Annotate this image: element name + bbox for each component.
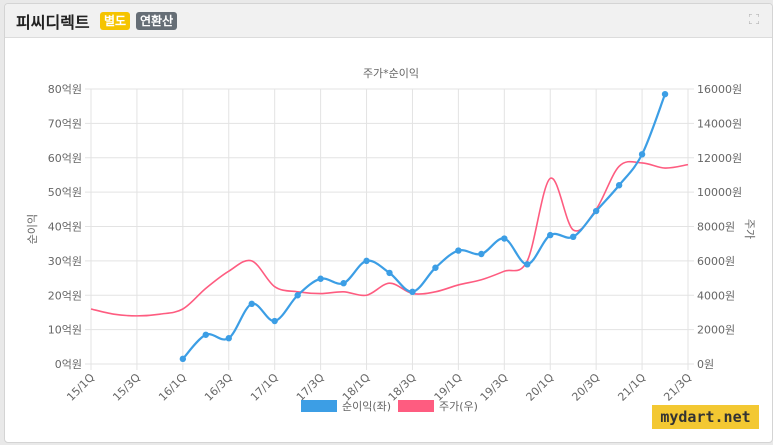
legend-label: 주가(우) (439, 400, 478, 413)
grid (85, 88, 694, 370)
x-tick-label: 15/1Q (64, 371, 97, 404)
profit-point (271, 317, 278, 325)
y-tick-left: 0억원 (55, 358, 82, 371)
profit-point (202, 331, 210, 338)
chart-panel: 피씨디렉트 별도 연환산 주가*순이익 0억원 10억원 20억원 30억원 40억원 5… (4, 3, 773, 443)
panel-header: 피씨디렉트 별도 연환산 (5, 4, 772, 38)
profit-point (455, 247, 462, 254)
y-tick-left: 30억원 (48, 255, 82, 268)
x-tick-label: 21/3Q (661, 371, 694, 404)
y-tick-right: 16000원 (697, 83, 742, 96)
badge-consolidated[interactable]: 연환산 (136, 12, 178, 30)
y-axis-right: 0원 2000원 4000원 6000원 8000원 10000원 12000원 14000원… (697, 83, 742, 371)
profit-point (317, 275, 324, 282)
profit-point (501, 235, 508, 242)
y-tick-right: 8000원 (697, 221, 735, 234)
chart-svg: 주가*순이익 0억원 10억원 20억원 30억원 40억원 50억원 60억원 70억원 80… (26, 67, 756, 413)
price-line (90, 160, 689, 317)
profit-point (661, 90, 669, 98)
profit-point (386, 269, 393, 277)
profit-point (569, 233, 577, 241)
profit-point (248, 300, 255, 308)
x-tick-label: 15/3Q (110, 371, 143, 404)
x-tick-label: 17/1Q (248, 371, 281, 404)
profit-point (615, 182, 623, 189)
profit-point (340, 280, 347, 287)
x-tick-label: 19/3Q (478, 371, 511, 404)
x-tick-label: 20/3Q (569, 371, 602, 404)
x-tick-label: 18/1Q (340, 371, 373, 404)
profit-point (638, 151, 646, 158)
y-tick-right: 4000원 (697, 289, 735, 302)
profit-point (179, 355, 187, 363)
profit-point (363, 257, 370, 265)
y-tick-left: 10억원 (48, 324, 82, 337)
profit-point (225, 335, 232, 342)
x-tick-label: 16/3Q (202, 371, 235, 404)
y-tick-left: 80억원 (48, 83, 82, 96)
y-tick-right: 12000원 (697, 152, 742, 165)
y-tick-left: 70억원 (48, 117, 82, 130)
expand-icon[interactable] (749, 14, 759, 24)
y-tick-right: 10000원 (697, 186, 742, 199)
y-tick-right: 6000원 (697, 255, 735, 268)
y-tick-right: 0원 (697, 358, 714, 371)
price-series (90, 160, 689, 317)
y-axis-left: 0억원 10억원 20억원 30억원 40억원 50억원 60억원 70억원 80억원 (48, 83, 82, 371)
y-axis-left-label: 순이익 (26, 214, 39, 244)
profit-point (294, 292, 301, 299)
profit-series (179, 90, 669, 363)
y-tick-left: 20억원 (48, 289, 82, 302)
y-tick-right: 2000원 (697, 324, 735, 337)
watermark: mydart.net (652, 405, 759, 429)
company-name: 피씨디렉트 (16, 13, 90, 32)
x-tick-label: 21/1Q (615, 371, 648, 404)
profit-point (524, 261, 531, 268)
y-tick-left: 50억원 (48, 186, 82, 199)
x-tick-label: 17/3Q (294, 371, 327, 404)
badge-separate[interactable]: 별도 (100, 12, 131, 30)
profit-point (547, 231, 554, 239)
y-tick-left: 60억원 (48, 152, 82, 165)
x-tick-label: 16/1Q (156, 371, 189, 404)
profit-point (409, 288, 416, 296)
x-tick-label: 18/3Q (386, 371, 419, 404)
y-tick-left: 40억원 (48, 221, 82, 234)
x-tick-label: 20/1Q (524, 371, 557, 404)
y-tick-right: 14000원 (697, 117, 742, 130)
profit-line (182, 93, 667, 360)
chart-title: 주가*순이익 (363, 67, 419, 80)
legend-label: 순이익(좌) (342, 400, 391, 413)
legend-swatch (398, 400, 434, 412)
legend-swatch (301, 400, 337, 412)
profit-point (432, 264, 439, 271)
legend: 순이익(좌) 주가(우) (301, 400, 478, 413)
profit-point (478, 250, 485, 258)
x-tick-label: 19/1Q (432, 371, 465, 404)
y-axis-right-label: 주가 (743, 219, 756, 239)
x-axis: 15/1Q 15/3Q 16/1Q 16/3Q 17/1Q 17/3Q 18/1Q 18/3Q… (64, 371, 694, 404)
profit-point (592, 207, 600, 215)
